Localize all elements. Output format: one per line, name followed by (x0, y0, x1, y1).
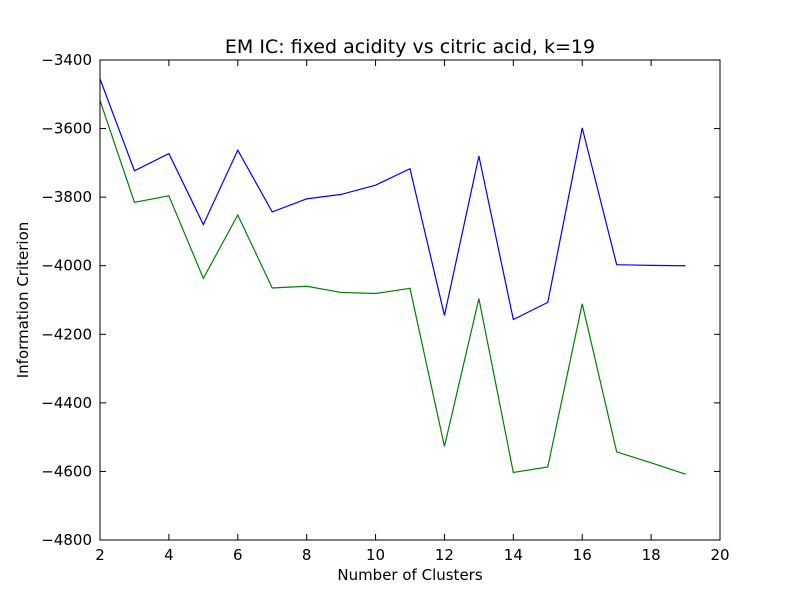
y-tick-label: −4000 (41, 257, 92, 275)
series-layer (99, 78, 686, 475)
x-tick-label: 6 (233, 546, 243, 564)
y-tick-label: −3400 (41, 51, 92, 69)
y-tick-label: −4600 (41, 462, 92, 480)
y-axis-label: Information Criterion (14, 222, 32, 379)
plot-frame (99, 59, 721, 541)
x-tick-label: 12 (435, 546, 454, 564)
y-tick-label: −3600 (41, 120, 92, 138)
y-tick-label: −4200 (41, 325, 92, 343)
series-line-2 (99, 100, 686, 475)
y-tick-label: −3800 (41, 188, 92, 206)
y-tick-label: −4800 (41, 531, 92, 549)
ticks-layer: 2 4 6 8 10 12 14 16 18 20 −4800 −4600 −4400 −4200 −400… (41, 51, 729, 564)
x-axis-label: Number of Clusters (337, 566, 482, 584)
y-tick-label: −4400 (41, 394, 92, 412)
x-tick-label: 18 (642, 546, 661, 564)
x-tick-label: 2 (95, 546, 105, 564)
x-tick-label: 20 (710, 546, 729, 564)
x-tick-label: 16 (573, 546, 592, 564)
x-tick-label: 4 (164, 546, 174, 564)
x-tick-label: 14 (504, 546, 523, 564)
chart-title: EM IC: fixed acidity vs citric acid, k=1… (225, 36, 595, 58)
x-tick-label: 10 (366, 546, 385, 564)
series-line-1 (99, 78, 686, 321)
x-tick-label: 8 (302, 546, 312, 564)
